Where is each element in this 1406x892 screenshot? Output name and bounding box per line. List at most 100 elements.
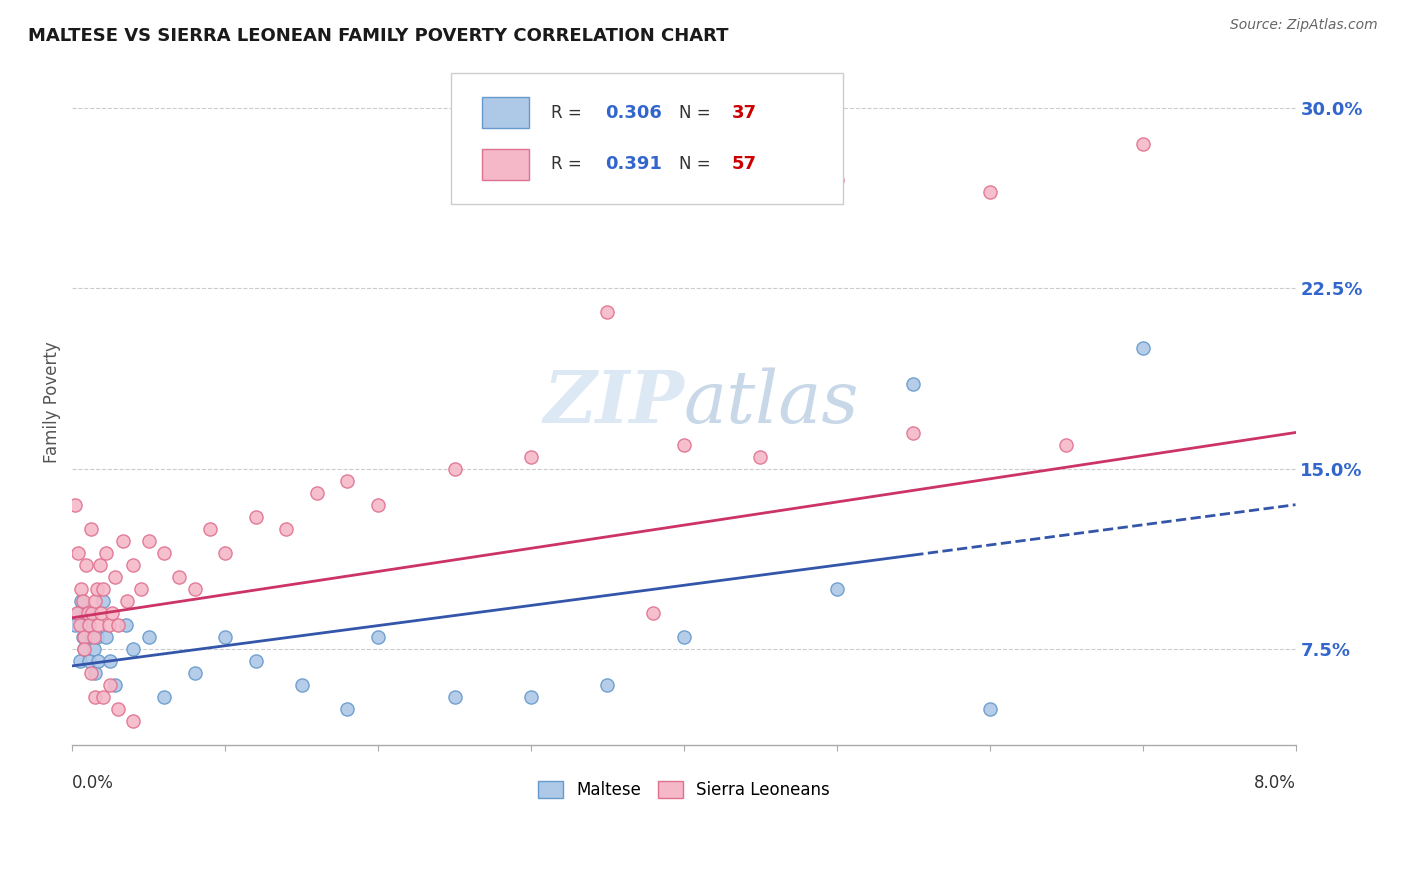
Point: [214, 630, 236, 644]
Point: [90, 606, 112, 620]
Point: [83, 630, 105, 644]
Point: [75, 606, 97, 620]
Point: [107, 702, 129, 716]
Point: [979, 185, 1001, 199]
Point: [1132, 136, 1154, 151]
Point: [72, 630, 94, 644]
Point: [97, 618, 120, 632]
Text: Source: ZipAtlas.com: Source: ZipAtlas.com: [1230, 18, 1378, 32]
Point: [825, 582, 848, 596]
Point: [596, 678, 619, 692]
Point: [245, 654, 267, 668]
Point: [367, 498, 389, 512]
Point: [117, 594, 139, 608]
Point: [75, 558, 97, 572]
Point: [69, 654, 91, 668]
Point: [79, 522, 101, 536]
Point: [672, 437, 695, 451]
Point: [86, 630, 108, 644]
Point: [291, 678, 314, 692]
Point: [138, 533, 160, 548]
Point: [76, 606, 98, 620]
Point: [89, 558, 111, 572]
Point: [77, 654, 100, 668]
Point: [749, 450, 772, 464]
Point: [69, 618, 91, 632]
Point: [153, 690, 176, 705]
Point: [87, 654, 110, 668]
Text: ZIP: ZIP: [543, 367, 683, 438]
Point: [198, 522, 221, 536]
Point: [979, 702, 1001, 716]
Point: [1054, 437, 1077, 451]
Point: [672, 630, 695, 644]
Point: [643, 606, 665, 620]
Point: [70, 594, 93, 608]
Point: [336, 474, 359, 488]
Point: [183, 666, 205, 681]
Point: [111, 533, 134, 548]
Point: [245, 509, 267, 524]
Text: MALTESE VS SIERRA LEONEAN FAMILY POVERTY CORRELATION CHART: MALTESE VS SIERRA LEONEAN FAMILY POVERTY…: [28, 27, 728, 45]
Point: [87, 618, 110, 632]
Point: [84, 666, 107, 681]
Point: [84, 594, 107, 608]
Legend: Maltese, Sierra Leoneans: Maltese, Sierra Leoneans: [531, 774, 837, 805]
Text: 0.0%: 0.0%: [72, 774, 114, 792]
Point: [214, 546, 236, 560]
Point: [100, 654, 122, 668]
Point: [91, 594, 114, 608]
Point: [82, 630, 104, 644]
Point: [79, 606, 101, 620]
Point: [100, 678, 122, 692]
Point: [65, 618, 87, 632]
Point: [91, 582, 114, 596]
Point: [67, 546, 90, 560]
Point: [443, 690, 465, 705]
Point: [94, 546, 117, 560]
Point: [91, 690, 114, 705]
Point: [70, 582, 93, 596]
Point: [67, 606, 90, 620]
Point: [66, 606, 89, 620]
Point: [596, 305, 619, 319]
Point: [122, 558, 145, 572]
Y-axis label: Family Poverty: Family Poverty: [44, 342, 60, 463]
Point: [276, 522, 298, 536]
Text: 37: 37: [731, 103, 756, 122]
Point: [101, 606, 124, 620]
Point: [129, 582, 152, 596]
Point: [520, 690, 543, 705]
Point: [83, 642, 105, 657]
Text: 0.306: 0.306: [606, 103, 662, 122]
Text: 0.391: 0.391: [606, 155, 662, 173]
Point: [169, 570, 191, 584]
Point: [1132, 341, 1154, 355]
FancyBboxPatch shape: [482, 149, 529, 179]
Point: [153, 546, 176, 560]
Point: [305, 485, 328, 500]
Text: R =: R =: [551, 155, 586, 173]
Point: [114, 618, 136, 632]
FancyBboxPatch shape: [482, 97, 529, 128]
Text: atlas: atlas: [683, 368, 859, 438]
Point: [825, 173, 848, 187]
Point: [94, 630, 117, 644]
Text: 57: 57: [731, 155, 756, 173]
Point: [72, 594, 94, 608]
Text: R =: R =: [551, 103, 586, 122]
Point: [122, 714, 145, 729]
Text: 8.0%: 8.0%: [1254, 774, 1295, 792]
Point: [77, 618, 100, 632]
Point: [443, 461, 465, 475]
Point: [903, 377, 925, 392]
Point: [367, 630, 389, 644]
Point: [183, 582, 205, 596]
Point: [82, 606, 104, 620]
Point: [79, 666, 101, 681]
Point: [336, 702, 359, 716]
Point: [73, 630, 96, 644]
Text: N =: N =: [679, 103, 716, 122]
Point: [122, 642, 145, 657]
FancyBboxPatch shape: [451, 73, 844, 203]
